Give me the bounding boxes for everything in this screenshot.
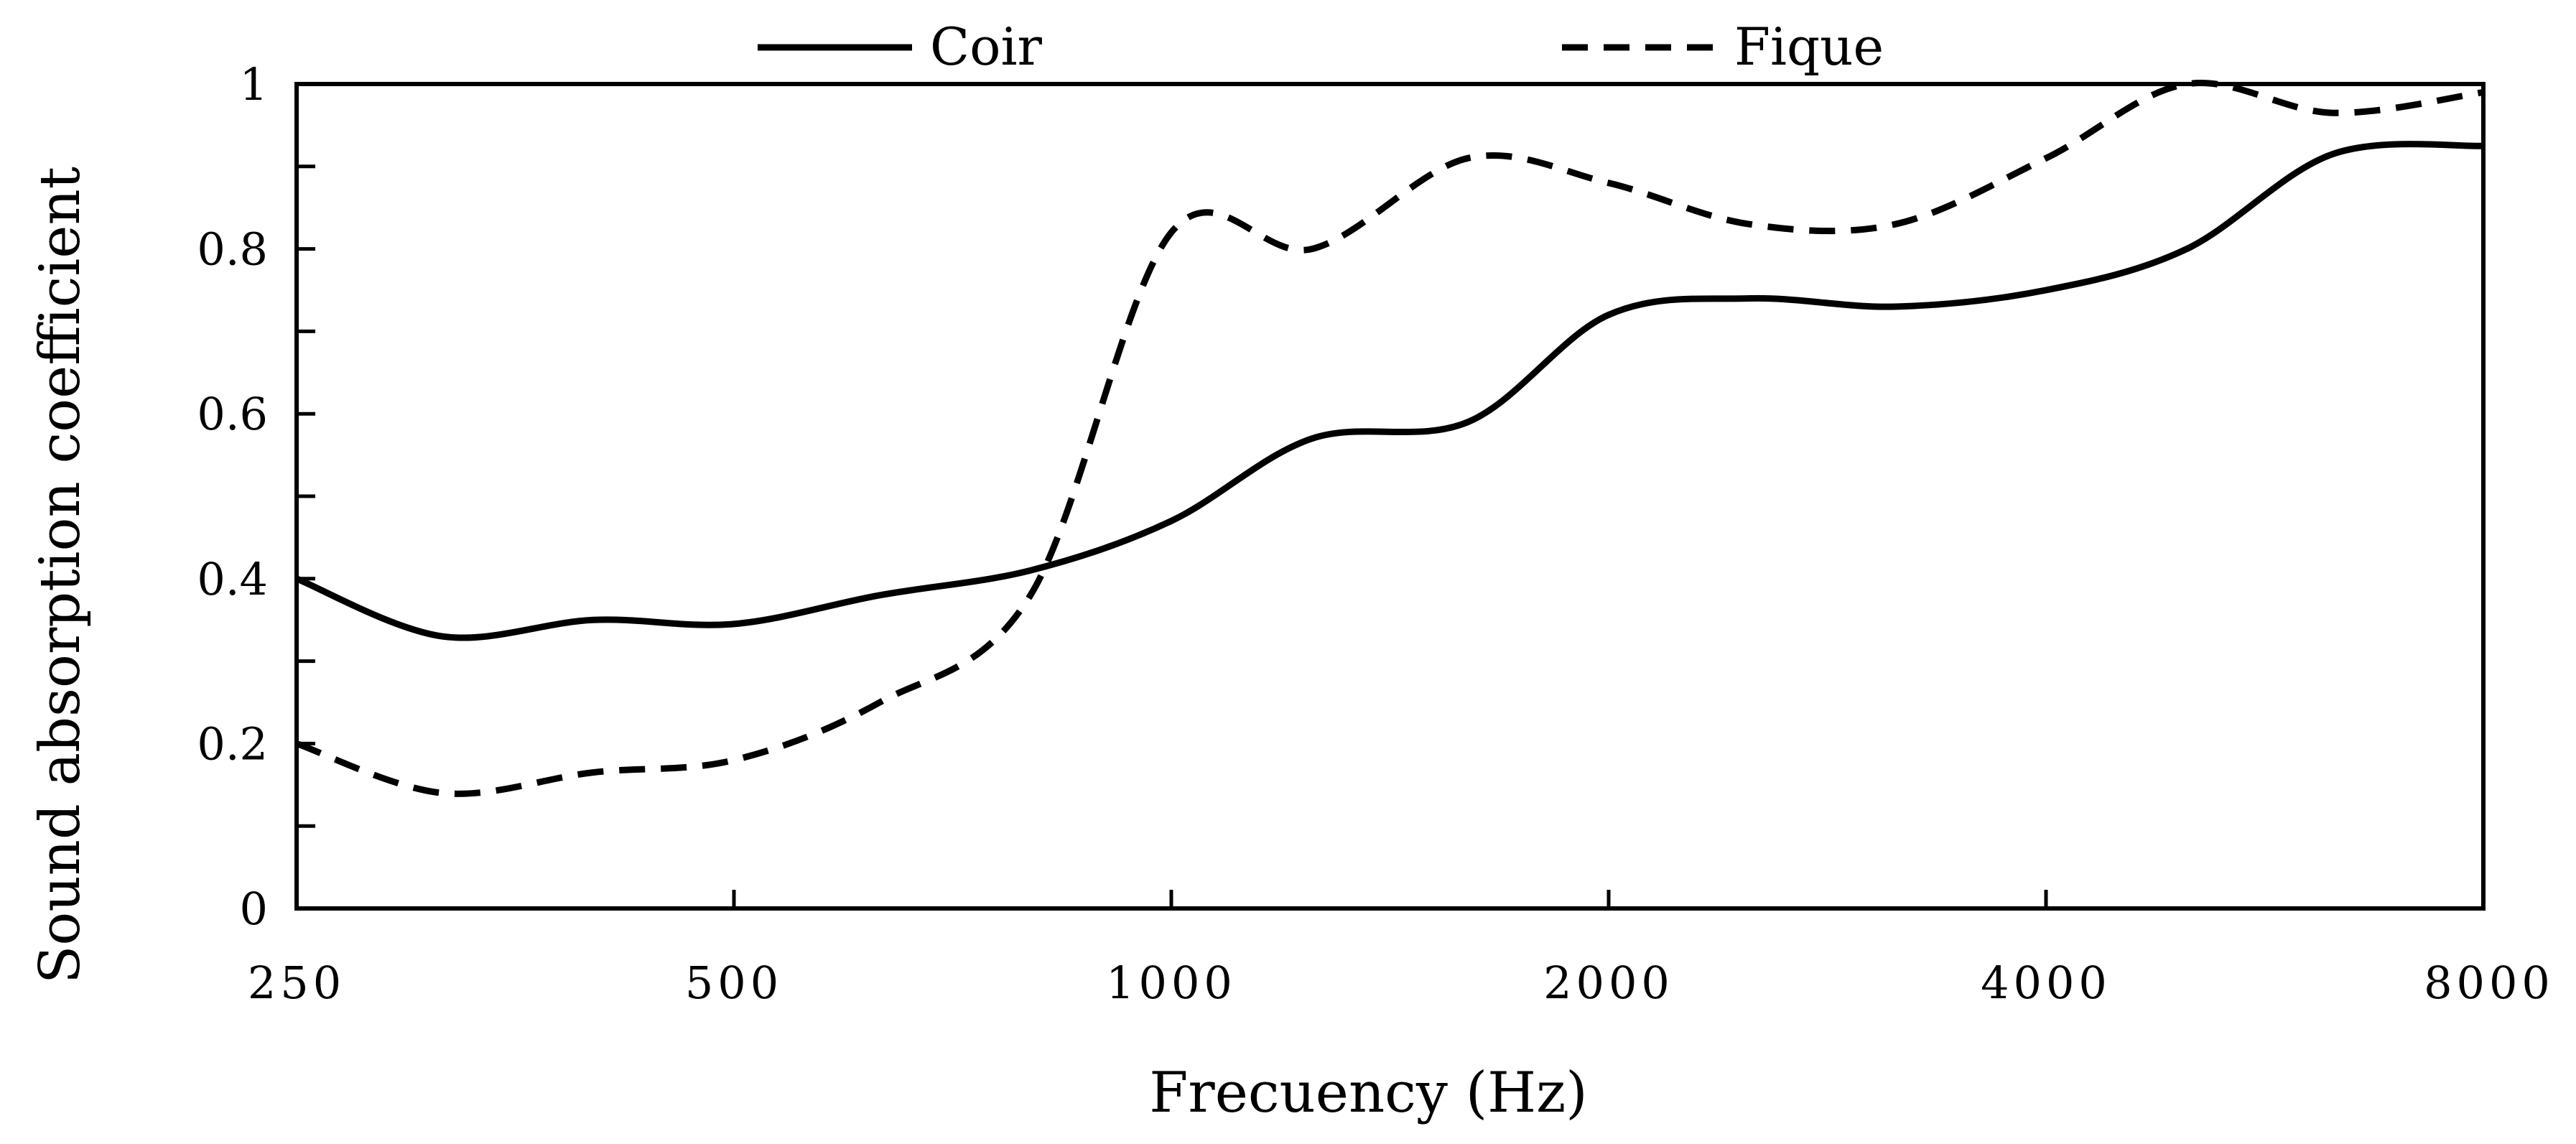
y-tick-label-1: 1	[240, 58, 268, 111]
x-axis-ticks: 250 500 1000 2000 4000 8000	[248, 890, 2554, 1009]
series-lines	[295, 80, 2484, 797]
x-tick-label-8000: 8000	[2424, 957, 2554, 1009]
legend-label-fique: Fique	[1734, 17, 1884, 77]
x-tick-label-4000: 4000	[1981, 957, 2111, 1009]
series-line-fique	[295, 80, 2484, 797]
x-tick-label-2000: 2000	[1543, 957, 1674, 1009]
x-tick-label-250: 250	[248, 957, 345, 1009]
y-tick-label-0-8: 0.8	[197, 223, 268, 276]
x-tick-label-500: 500	[685, 957, 783, 1009]
x-tick-label-1000: 1000	[1106, 957, 1237, 1009]
y-tick-label-0-2: 0.2	[197, 717, 268, 770]
series-line-coir	[295, 141, 2484, 641]
x-axis-title: Frecuency (Hz)	[1149, 1061, 1587, 1125]
legend: Coir Fique	[758, 17, 1884, 77]
y-tick-label-0-6: 0.6	[197, 388, 268, 440]
legend-label-coir: Coir	[930, 17, 1042, 77]
y-axis-ticks: 0 0.2 0.4 0.6 0.8 1	[197, 58, 315, 935]
y-tick-label-0: 0	[240, 883, 268, 935]
y-tick-label-0-4: 0.4	[197, 553, 268, 605]
plot-area	[294, 82, 2486, 911]
y-axis-title: Sound absorption coefficient	[28, 167, 93, 984]
